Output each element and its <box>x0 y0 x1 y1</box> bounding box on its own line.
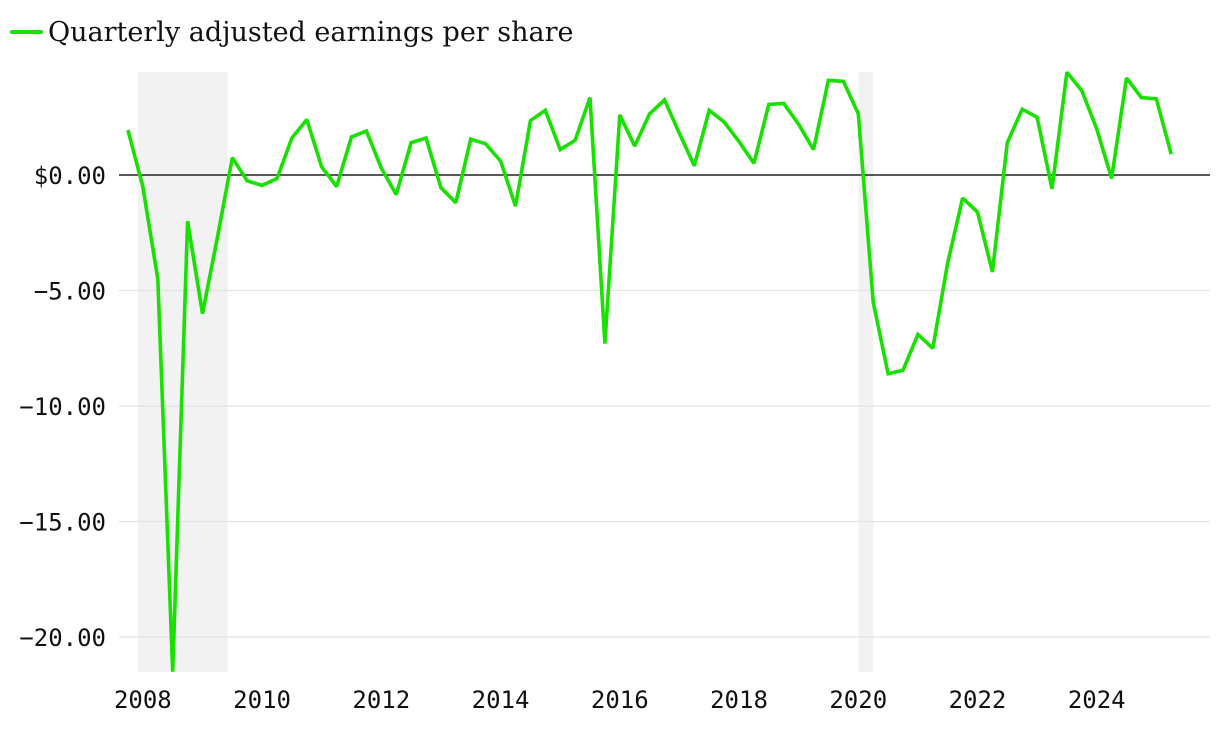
x-tick-label-0: 2008 <box>114 686 172 714</box>
y-tick-label-3: −15.00 <box>19 509 106 537</box>
x-tick-label-5: 2018 <box>710 686 768 714</box>
series-layer <box>126 71 1173 672</box>
y-tick-label-2: −10.00 <box>19 393 106 421</box>
x-tick-label-2: 2012 <box>352 686 410 714</box>
x-tick-label-1: 2010 <box>233 686 291 714</box>
y-tick-labels: $0.00 −5.00 −10.00 −15.00 −20.00 <box>19 162 106 652</box>
x-tick-labels: 2008 2010 2012 2014 2016 2018 2020 2022 2024 <box>114 686 1126 714</box>
series-line-0 <box>126 71 1173 672</box>
x-tick-label-7: 2022 <box>949 686 1007 714</box>
x-tick-label-6: 2020 <box>829 686 887 714</box>
y-tick-label-4: −20.00 <box>19 624 106 652</box>
x-tick-label-3: 2014 <box>472 686 530 714</box>
x-tick-label-4: 2016 <box>591 686 649 714</box>
y-tick-label-0: $0.00 <box>34 162 106 190</box>
legend: Quarterly adjusted earnings per share <box>10 17 574 48</box>
y-tick-label-1: −5.00 <box>34 278 106 306</box>
gridlines-layer <box>119 174 1210 638</box>
x-tick-label-8: 2024 <box>1068 686 1126 714</box>
recession-shading-layer <box>138 72 874 672</box>
legend-label: Quarterly adjusted earnings per share <box>48 17 574 48</box>
